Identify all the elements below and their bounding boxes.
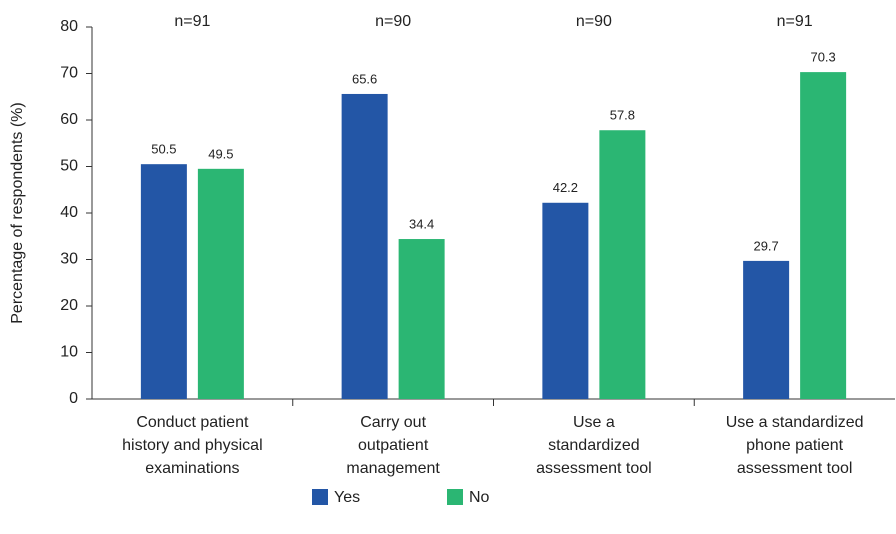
value-label: 34.4	[409, 216, 434, 231]
value-label: 65.6	[352, 71, 377, 86]
bar	[800, 72, 847, 399]
value-label: 70.3	[810, 50, 835, 65]
x-tick-label: Use a standardized phone patient assessmen…	[726, 414, 864, 477]
x-tick-label-line: Use a standardized	[726, 414, 864, 431]
x-tick-label: Carry out outpatient management	[346, 414, 440, 477]
value-label: 49.5	[208, 146, 233, 161]
x-tick-label-line: management	[346, 460, 440, 477]
x-tick-label-line: Use a	[573, 414, 615, 431]
sample-size: n=91	[777, 13, 813, 30]
value-label: 29.7	[753, 238, 778, 253]
y-tick-label: 10	[60, 344, 78, 361]
x-tick-label-line: Carry out	[360, 414, 426, 431]
sample-size: n=90	[375, 13, 411, 30]
x-tick-label-line: assessment tool	[737, 460, 853, 477]
x-tick-label-line: examinations	[145, 460, 239, 477]
bar	[197, 168, 244, 399]
y-tick-label: 70	[60, 65, 78, 82]
x-tick-label-line: assessment tool	[536, 460, 652, 477]
legend-swatch	[447, 489, 463, 505]
bar	[542, 202, 589, 399]
bar	[341, 93, 388, 400]
y-axis-label: Percentage of respondents (%)	[9, 102, 26, 323]
y-tick-label: 20	[60, 297, 78, 314]
x-tick-label-line: phone patient	[746, 437, 844, 454]
bar	[398, 239, 445, 399]
x-tick-label: Conduct patient history and physical exami…	[122, 414, 263, 477]
value-label: 42.2	[553, 180, 578, 195]
x-tick-label: Use a standardized assessment tool	[536, 414, 652, 477]
y-tick-label: 30	[60, 251, 78, 268]
y-tick-label: 80	[60, 18, 78, 35]
bar	[599, 130, 646, 400]
bar	[140, 164, 187, 399]
legend-swatch	[312, 489, 328, 505]
y-tick-label: 40	[60, 204, 78, 221]
x-tick-label-line: outpatient	[358, 437, 429, 454]
x-tick-label-line: Conduct patient	[136, 414, 249, 431]
sample-size: n=90	[576, 13, 612, 30]
y-tick-label: 0	[69, 390, 78, 407]
y-tick-label: 60	[60, 111, 78, 128]
legend-label: Yes	[334, 489, 360, 506]
y-tick-label: 50	[60, 158, 78, 175]
value-label: 57.8	[610, 108, 635, 123]
sample-size: n=91	[174, 13, 210, 30]
legend-label: No	[469, 489, 490, 506]
value-label: 50.5	[151, 142, 176, 157]
bar	[743, 260, 790, 399]
x-tick-label-line: standardized	[548, 437, 640, 454]
x-tick-label-line: history and physical	[122, 437, 263, 454]
